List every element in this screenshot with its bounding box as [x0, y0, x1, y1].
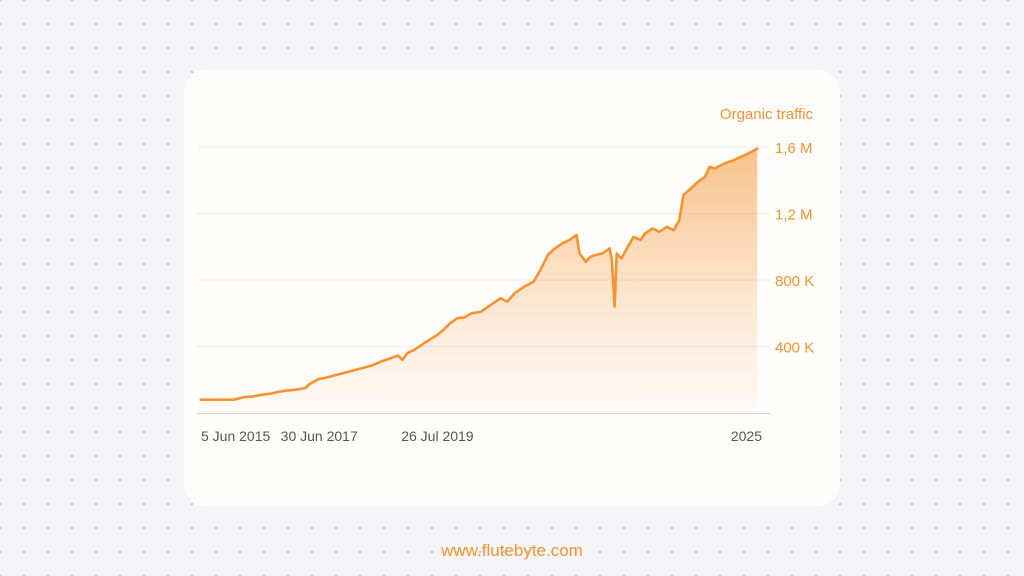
y-tick-label: 1,2 M — [775, 207, 813, 224]
y-tick-label: 1,6 M — [775, 140, 813, 157]
y-tick-label: 800 K — [775, 273, 814, 290]
traffic-line — [199, 147, 759, 401]
x-tick-label: 5 Jun 2015 — [201, 428, 270, 444]
x-tick-label: 26 Jul 2019 — [401, 428, 474, 444]
y-tick-label: 400 K — [775, 340, 814, 357]
footer-url[interactable]: www.flutebyte.com — [441, 541, 583, 560]
y-axis-title: Organic traffic — [720, 106, 814, 123]
traffic-area — [201, 148, 758, 413]
x-tick-label: 2025 — [731, 428, 762, 444]
x-tick-label: 30 Jun 2017 — [281, 428, 358, 444]
